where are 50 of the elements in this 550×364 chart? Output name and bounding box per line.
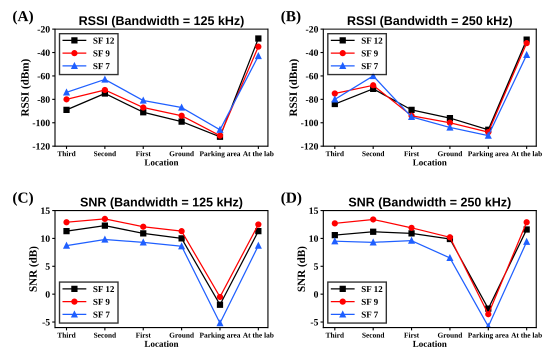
text: (A) — [13, 10, 33, 24]
y-tick-label: -20 — [38, 26, 50, 33]
y-tick-label: -5 — [42, 319, 50, 326]
y-tick-label: -120 — [300, 143, 318, 150]
x-axis-title: Location — [412, 159, 447, 166]
x-axis-title: Location — [144, 159, 178, 166]
y-axis-title: RSSI (dBm) — [289, 59, 300, 116]
y-tick-label: 10 — [41, 235, 50, 242]
y-axis-title: SNR (dB) — [297, 246, 308, 292]
y-tick-label: -40 — [306, 49, 318, 56]
y-tick-label: -60 — [306, 72, 318, 80]
y-tick-label: -100 — [32, 120, 50, 126]
y-tick-label: 15 — [41, 208, 50, 214]
legend-label: SF 12 — [93, 286, 114, 292]
y-tick-label: 15 — [310, 208, 318, 214]
y-tick-label: 5 — [314, 263, 318, 270]
y-tick-label: 10 — [310, 235, 318, 242]
legend-label: SF 9 — [362, 50, 378, 56]
y-tick-label: -20 — [306, 26, 318, 33]
legend-label: SF 7 — [93, 63, 110, 70]
y-tick-label: -80 — [306, 96, 318, 103]
y-tick-label: -120 — [32, 143, 50, 150]
y-tick-label: 0 — [46, 291, 50, 298]
y-tick-label: -80 — [38, 96, 50, 103]
legend-label: SF 7 — [362, 63, 378, 70]
chart-title: RSSI (Bandwidth = 125 kHz) — [79, 16, 244, 28]
legend-label: SF 7 — [362, 312, 378, 318]
y-tick-label: -100 — [300, 120, 318, 126]
legend-label: SF 9 — [93, 50, 110, 56]
y-axis-title: SNR (dB) — [28, 246, 40, 292]
text: (D) — [281, 192, 302, 206]
legend-label: SF 9 — [93, 298, 110, 305]
y-tick-label: -40 — [38, 49, 50, 56]
legend-label: SF 9 — [362, 298, 378, 305]
legend-label: SF 12 — [362, 38, 382, 44]
y-axis-title: RSSI (dBm) — [20, 59, 31, 116]
legend-label: SF 12 — [362, 286, 382, 292]
legend-label: SF 7 — [93, 312, 110, 318]
x-axis-title: Location — [412, 340, 447, 347]
y-tick-label: -5 — [310, 319, 318, 326]
text: (B) — [281, 10, 300, 24]
chart-title: SNR (Bandwidth = 125 kHz) — [80, 197, 242, 209]
y-tick-label: 5 — [46, 263, 50, 270]
chart-title: RSSI (Bandwidth = 250 kHz) — [348, 16, 512, 28]
legend-label: SF 12 — [93, 38, 114, 44]
y-tick-label: 0 — [314, 291, 318, 298]
y-tick-label: -60 — [38, 72, 50, 80]
text: (C) — [13, 192, 33, 206]
x-axis-title: Location — [144, 340, 178, 347]
chart-title: SNR (Bandwidth = 250 kHz) — [348, 197, 511, 209]
